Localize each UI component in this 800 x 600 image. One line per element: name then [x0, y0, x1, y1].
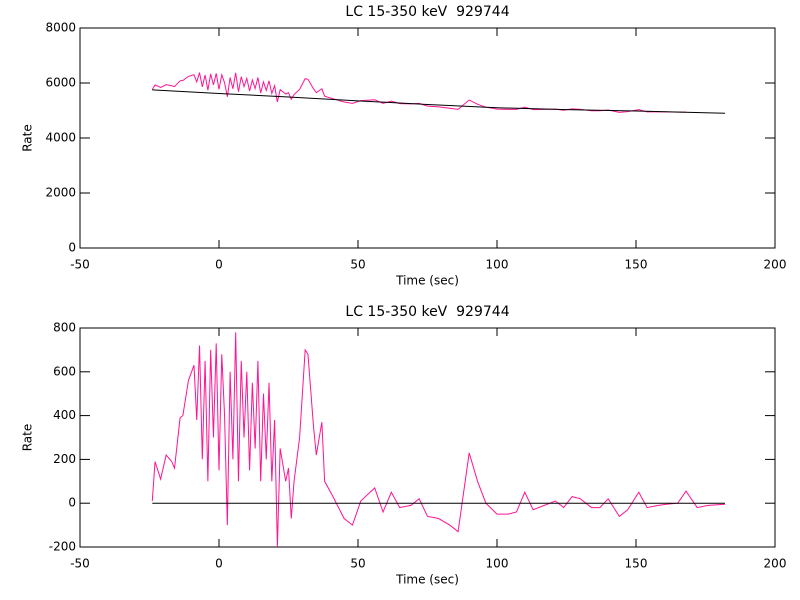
y-axis-title: Rate: [21, 424, 35, 452]
y-tick-label: 6000: [45, 76, 76, 90]
x-axis-title: Time (sec): [395, 573, 459, 587]
x-tick-label: 0: [215, 557, 223, 571]
chart-title: LC 15-350 keV 929744: [345, 4, 509, 20]
plot-frame: [79, 27, 776, 249]
y-tick-label: 0: [68, 241, 76, 255]
plot-frame: [79, 327, 776, 548]
x-tick-label: 100: [486, 258, 509, 272]
y-tick-label: 0: [68, 496, 76, 510]
y-tick-label: 400: [53, 408, 76, 422]
x-tick-label: 100: [486, 557, 509, 571]
data-line: [152, 89, 725, 114]
data-line: [151, 332, 725, 548]
y-tick-label: 200: [53, 452, 76, 466]
x-tick-label: 50: [350, 557, 365, 571]
x-tick-label: -50: [70, 258, 90, 272]
x-tick-label: 50: [350, 258, 365, 272]
y-tick-label: 8000: [45, 21, 76, 35]
y-tick-label: 600: [53, 364, 76, 378]
x-tick-label: 200: [764, 258, 787, 272]
x-axis-title: Time (sec): [395, 274, 459, 288]
chart-title: LC 15-350 keV 929744: [345, 304, 509, 320]
x-tick-label: 200: [764, 557, 787, 571]
y-tick-label: 2000: [45, 186, 76, 200]
y-tick-label: 4000: [45, 131, 76, 145]
y-tick-label: 800: [53, 321, 76, 335]
y-axis-title: Rate: [21, 124, 35, 152]
x-tick-label: 150: [625, 557, 648, 571]
y-tick-label: -200: [49, 540, 76, 554]
x-tick-label: -50: [70, 557, 90, 571]
x-tick-label: 150: [625, 258, 648, 272]
x-tick-label: 0: [215, 258, 223, 272]
data-line: [151, 72, 687, 113]
